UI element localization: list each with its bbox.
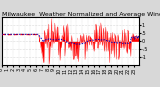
Text: Milwaukee  Weather Normalized and Average Wind Direction (Last 24 Hours): Milwaukee Weather Normalized and Average… — [2, 12, 160, 17]
